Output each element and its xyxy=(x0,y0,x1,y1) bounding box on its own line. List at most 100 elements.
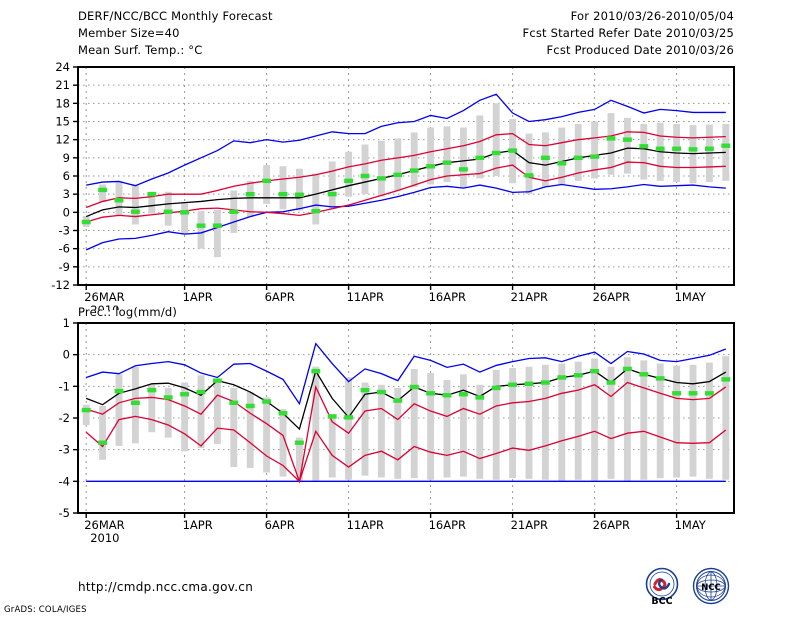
ensemble-spread-bar xyxy=(623,357,631,481)
x-axis-tick-label: 6APR xyxy=(265,290,295,304)
ensemble-median-marker xyxy=(508,148,518,153)
series-line-lower_quartile xyxy=(86,161,726,223)
ensemble-spread-bar xyxy=(722,123,730,181)
temperature-plot-svg: -12 -9 -6 -3 0 3 6 9 12 15 18 21 24 26MAR 1APR 6APR 11AP… xyxy=(51,60,735,310)
y-axis-tick-label: -3 xyxy=(59,443,70,457)
ensemble-median-marker xyxy=(81,219,91,225)
forecast-start-date: Fcst Started Refer Date 2010/03/25 xyxy=(522,26,734,40)
series-line-mean xyxy=(85,368,727,431)
ensemble-median-marker xyxy=(704,146,714,151)
ensemble-spread-bar xyxy=(197,211,205,249)
ensemble-median-marker xyxy=(212,223,222,228)
temperature-chart: -12 -9 -6 -3 0 3 6 9 12 15 18 21 24 26MAR 1APR 6APR 11AP… xyxy=(0,60,800,310)
ensemble-median-marker xyxy=(163,209,173,214)
ensemble-median-marker xyxy=(590,368,600,374)
ensemble-median-marker xyxy=(672,391,682,396)
ensemble-median-marker xyxy=(672,146,682,151)
ensemble-median-marker xyxy=(442,393,452,398)
ensemble-spread-bar xyxy=(295,437,303,482)
ensemble-median-marker xyxy=(180,210,190,215)
ensemble-spread-bar xyxy=(558,127,566,185)
ensemble-median-marker xyxy=(557,161,567,166)
ensemble-median-marker xyxy=(704,391,714,396)
ensemble-spread-bar xyxy=(525,133,533,195)
member-size-label: Member Size=40 xyxy=(78,26,180,40)
ensemble-median-marker xyxy=(442,160,452,165)
y-axis-tick-label: -6 xyxy=(59,242,70,256)
grads-credit: GrADS: COLA/IGES xyxy=(4,605,87,615)
ensemble-spread-bar xyxy=(394,138,402,191)
ensemble-median-marker xyxy=(130,209,140,214)
ensemble-median-marker xyxy=(294,192,304,197)
ensemble-spread-bar xyxy=(279,409,287,477)
ensemble-spread-bar xyxy=(607,113,615,175)
y-axis-tick-label: -1 xyxy=(59,379,70,393)
ensemble-spread-bar xyxy=(443,380,451,478)
website-url[interactable]: http://cmdp.ncc.cma.gov.cn xyxy=(78,580,254,594)
ensemble-median-marker xyxy=(508,382,518,387)
series-line-upper_quartile xyxy=(86,381,727,484)
ensemble-median-marker xyxy=(327,414,337,419)
ensemble-median-marker xyxy=(245,403,255,409)
ensemble-median-marker xyxy=(114,198,124,203)
y-axis-tick-label: 0 xyxy=(63,205,70,219)
ensemble-median-marker xyxy=(524,173,534,178)
forecast-title: DERF/NCC/BCC Monthly Forecast xyxy=(78,9,273,23)
precipitation-plot-svg: -5 -4 -3 -2 -1 0 1 26MAR 1APR 6APR 11APR 16APR 21APR… xyxy=(59,316,735,545)
ensemble-spread-bar xyxy=(328,161,336,209)
ensemble-spread-bar xyxy=(476,115,484,179)
ensemble-spread-bar xyxy=(443,126,451,183)
x-axis-tick-label: 26MAR xyxy=(84,518,124,532)
ensemble-median-marker xyxy=(393,172,403,177)
ensemble-spread-bar xyxy=(574,123,582,181)
x-axis-tick-label: 16APR xyxy=(429,290,466,304)
series-line-min xyxy=(86,93,726,187)
ensemble-spread-bar xyxy=(525,366,533,479)
ensemble-spread-bar xyxy=(640,123,648,180)
y-axis-tick-label: 15 xyxy=(55,115,70,129)
y-axis-tick-label: -4 xyxy=(59,474,70,488)
ensemble-median-marker xyxy=(458,392,468,397)
ensemble-spread-bar xyxy=(410,132,418,187)
ensemble-median-marker xyxy=(557,375,567,380)
ensemble-median-marker xyxy=(81,407,91,413)
ensemble-median-marker xyxy=(163,395,173,400)
y-axis-tick-label: 12 xyxy=(55,133,70,147)
series-line-upper_quartile xyxy=(85,131,726,209)
forecast-period: For 2010/03/26-2010/05/04 xyxy=(570,9,734,23)
ensemble-spread-bar xyxy=(410,368,418,479)
bcc-logo: BCC xyxy=(645,567,679,607)
ensemble-median-marker xyxy=(688,147,698,152)
ensemble-median-marker xyxy=(475,155,485,161)
ensemble-spread-bar xyxy=(623,117,631,174)
y-axis-tick-label: 21 xyxy=(55,78,70,92)
bcc-logo-label: BCC xyxy=(651,596,672,607)
x-axis-tick-label: 21APR xyxy=(511,518,548,532)
ensemble-spread-bar xyxy=(640,360,648,480)
ensemble-spread-bar xyxy=(476,384,484,479)
ensemble-median-marker xyxy=(344,178,354,184)
series-line-mean xyxy=(85,147,726,218)
ensemble-median-marker xyxy=(327,191,337,197)
ensemble-spread-bar xyxy=(115,374,123,446)
y-axis-tick-label: -12 xyxy=(51,278,70,292)
ensemble-spread-bar xyxy=(673,365,681,478)
ensemble-median-marker xyxy=(376,389,386,395)
x-axis-tick-label: 11APR xyxy=(347,518,384,532)
ensemble-median-marker xyxy=(360,387,370,393)
ensemble-median-marker xyxy=(573,373,583,378)
plot-frame xyxy=(77,322,735,514)
y-axis-tick-label: 24 xyxy=(55,60,70,74)
ensemble-median-marker xyxy=(491,150,501,156)
ensemble-spread-bar xyxy=(164,191,172,226)
ensemble-median-marker xyxy=(278,411,288,416)
ensemble-median-marker xyxy=(196,389,206,395)
x-axis-tick-label: 21APR xyxy=(511,290,548,304)
ensemble-spread-bar xyxy=(345,377,353,480)
ensemble-median-marker xyxy=(721,143,731,148)
ensemble-spread-bar xyxy=(328,414,336,478)
ensemble-spread-bar xyxy=(279,166,287,210)
x-axis-year-label: 2010 xyxy=(90,531,119,545)
ensemble-median-marker xyxy=(262,178,272,184)
ensemble-median-marker xyxy=(622,366,632,372)
